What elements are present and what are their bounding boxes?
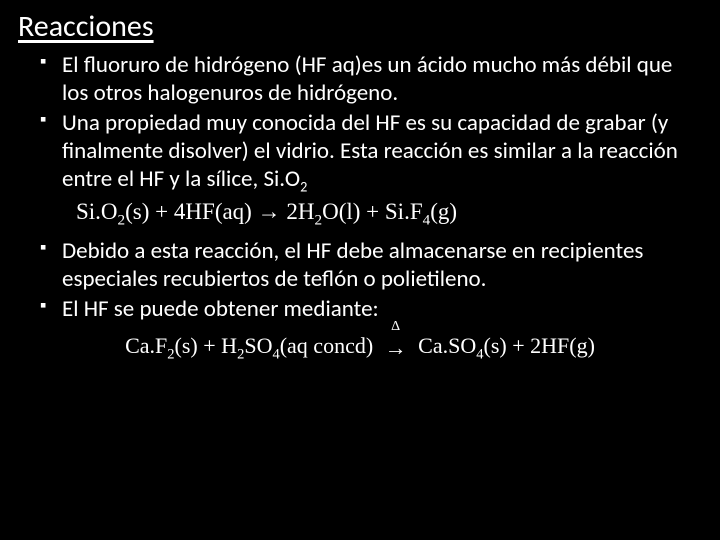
eq1-arrow: →: [252, 199, 287, 224]
equation-2: Ca.F2(s) + H2SO4(aq concd) Δ→ Ca.SO4(s) …: [18, 333, 702, 361]
eq2-p2a-sub: 4: [476, 347, 483, 363]
eq2-r2b-tail: SO: [244, 333, 272, 358]
bullet-list: El fluoruro de hidrógeno (HF aq)es un ác…: [18, 51, 702, 193]
eq2-p2b: HF: [541, 333, 569, 358]
eq1-plus2: +: [360, 199, 384, 224]
eq2-r2a: Ca.F: [125, 333, 167, 358]
bullet-1: El fluoruro de hidrógeno (HF aq)es un ác…: [40, 51, 694, 107]
eq2-plus3: +: [198, 333, 221, 358]
eq1-p1a-tail: O: [322, 199, 339, 224]
eq1-p1a-state: (l): [339, 199, 361, 224]
eq1-p1a-sub: 2: [314, 212, 322, 229]
eq1-r1a-state: (s): [125, 199, 149, 224]
slide: Reacciones El fluoruro de hidrógeno (HF …: [0, 0, 720, 540]
equation-1: Si.O2(s) + 4HF(aq) → 2H2O(l) + Si.F4(g): [76, 199, 702, 225]
slide-title: Reacciones: [18, 8, 702, 45]
eq1-r1b-state: (aq): [215, 199, 252, 224]
delta-icon: Δ: [379, 319, 413, 335]
bullet-list-2: Debido a esta reacción, el HF debe almac…: [18, 237, 702, 323]
eq1-p1a-coeff: 2: [286, 199, 298, 224]
bullet-2-text: Una propiedad muy conocida del HF es su …: [62, 109, 678, 193]
bullet-4: El HF se puede obtener mediante:: [40, 295, 694, 323]
eq2-p2b-state: (g): [569, 333, 595, 358]
bullet-2: Una propiedad muy conocida del HF es su …: [40, 109, 694, 193]
eq1-r1b: HF: [185, 199, 214, 224]
bullet-3: Debido a esta reacción, el HF debe almac…: [40, 237, 694, 293]
eq1-p1a: H: [298, 199, 315, 224]
eq2-p2b-coeff: 2: [530, 333, 541, 358]
eq1-p1b: Si.F: [385, 199, 423, 224]
eq1-r1a-sub: 2: [118, 212, 126, 229]
eq2-arrowbox: Δ→: [379, 335, 413, 361]
eq2-r2b: H: [221, 333, 237, 358]
eq1-p1b-state: (g): [430, 199, 457, 224]
eq1-r1a: Si.O: [76, 199, 118, 224]
eq2-p2a: Ca.SO: [413, 333, 477, 358]
eq2-arrow: →: [385, 335, 407, 361]
eq2-p2a-state: (s): [484, 333, 507, 358]
eq1-r1b-coeff: 4: [174, 199, 186, 224]
eq1-plus1: +: [149, 199, 173, 224]
eq2-r2a-state: (s): [175, 333, 198, 358]
eq2-r2a-sub: 2: [167, 347, 174, 363]
bullet-2-sub: 2: [300, 178, 307, 196]
eq2-r2b-sub2: 4: [272, 347, 279, 363]
eq2-r2b-state: (aq concd): [280, 333, 373, 358]
eq2-plus4: +: [507, 333, 530, 358]
